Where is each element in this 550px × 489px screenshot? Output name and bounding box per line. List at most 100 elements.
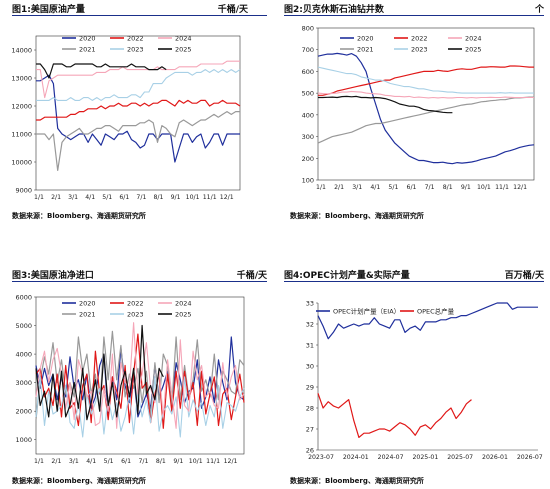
legend-label: 2022 (127, 35, 144, 43)
y-tick-label: 300 (302, 133, 314, 141)
x-tick-label: 2025-07 (447, 454, 473, 461)
series-line-2025 (318, 95, 453, 114)
series-line-2024 (317, 90, 534, 99)
series-line-2022 (318, 65, 534, 96)
x-tick-label: 3/1 (352, 184, 362, 191)
x-tick-label: 10/1 (186, 194, 200, 201)
y-tick-label: 800 (302, 25, 314, 33)
legend-label: 2024 (175, 300, 192, 308)
legend-label: 2022 (411, 35, 428, 43)
series-line-2024 (35, 322, 245, 429)
x-tick-label: 8/1 (443, 184, 453, 191)
x-tick-label: 10/1 (189, 458, 203, 465)
x-tick-label: 2026-01 (482, 454, 508, 461)
chart-title: 图2:贝克休斯石油钻井数 (284, 5, 384, 15)
series-line-2021 (36, 110, 240, 171)
y-tick-label: 4000 (15, 351, 32, 359)
x-tick-label: 7/1 (425, 184, 435, 191)
x-tick-label: 1/1 (316, 184, 326, 191)
chart-title: 图4:OPEC计划产量&实际产量 (284, 271, 410, 281)
legend-label: 2025 (465, 46, 482, 54)
x-tick-label: 8/1 (153, 194, 163, 201)
legend-label: OPEC总产量 (417, 307, 455, 316)
series-line-2022 (36, 99, 241, 121)
legend-label: 2025 (175, 311, 192, 319)
series-line-2023 (36, 69, 241, 101)
x-tick-label: 4/1 (86, 458, 96, 465)
series-line-2024 (36, 60, 240, 99)
x-tick-label: 6/1 (407, 184, 417, 191)
x-tick-label: 8/1 (156, 458, 166, 465)
x-tick-label: 5/1 (102, 194, 112, 201)
y-tick-label: 5000 (15, 322, 32, 330)
x-tick-label: 10/1 (477, 184, 491, 191)
legend-label: 2023 (127, 311, 144, 319)
y-tick-label: 400 (302, 111, 314, 119)
y-tick-label: 29 (306, 384, 314, 392)
x-tick-label: 7/1 (136, 194, 146, 201)
legend-label: 2020 (79, 35, 96, 43)
chart-unit: 千桶/天 (217, 5, 248, 15)
chart-unit: 千桶/天 (236, 271, 267, 281)
y-tick-label: 12000 (11, 103, 32, 111)
x-tick-label: 2024-07 (378, 454, 404, 461)
y-tick-label: 200 (302, 155, 314, 163)
legend-label: 2025 (175, 46, 192, 54)
legend-label: 2023 (127, 46, 144, 54)
x-tick-label: 1/1 (34, 458, 44, 465)
source-note: 数据来源：Bloomberg、海通期货研究所 (12, 477, 146, 485)
chart-unit: 个 (534, 5, 544, 15)
series-line-2021 (317, 96, 534, 144)
x-tick-label: 2024-01 (343, 454, 369, 461)
y-tick-label: 14000 (11, 47, 32, 55)
y-tick-label: 3000 (15, 379, 32, 387)
y-tick-label: 13000 (11, 75, 32, 83)
x-tick-label: 9/1 (171, 194, 181, 201)
series-line-2023 (35, 376, 245, 438)
legend-label: 2024 (175, 35, 192, 43)
y-tick-label: 33 (306, 300, 314, 308)
plot-frame (317, 27, 535, 181)
y-tick-label: 28 (306, 405, 314, 413)
title-rule (12, 281, 267, 282)
y-tick-label: 32 (306, 321, 314, 329)
chart-unit: 百万桶/天 (504, 271, 544, 281)
y-tick-label: 2000 (15, 408, 32, 416)
x-tick-label: 2/1 (51, 458, 61, 465)
x-tick-label: 6/1 (121, 458, 131, 465)
x-tick-label: 6/1 (119, 194, 129, 201)
x-tick-label: 12/1 (513, 184, 527, 191)
y-tick-label: 100 (302, 177, 314, 185)
legend-label: 2024 (465, 35, 482, 43)
x-tick-label: 3/1 (68, 194, 78, 201)
plot-frame (35, 35, 241, 191)
plot-frame (35, 296, 245, 455)
y-tick-label: 1000 (15, 436, 32, 444)
legend-label: 2021 (79, 46, 96, 54)
series-line-2023 (317, 66, 534, 94)
legend-label: 2022 (127, 300, 144, 308)
y-tick-label: 27 (306, 426, 314, 434)
x-tick-label: 7/1 (138, 458, 148, 465)
y-tick-label: 31 (306, 342, 314, 350)
y-tick-label: 11000 (11, 131, 32, 139)
legend-label: OPEC计划产量（EIA） (333, 307, 400, 316)
y-tick-label: 500 (302, 90, 314, 98)
legend-label: 2021 (79, 311, 96, 319)
y-tick-label: 30 (306, 363, 314, 371)
x-tick-label: 11/1 (495, 184, 509, 191)
x-tick-label: 1/1 (34, 194, 44, 201)
x-tick-label: 12/1 (220, 194, 234, 201)
source-note: 数据来源：Bloomberg、海通期货研究所 (12, 212, 146, 220)
title-rule (12, 15, 267, 16)
x-tick-label: 3/1 (69, 458, 79, 465)
x-tick-label: 12/1 (224, 458, 238, 465)
x-tick-label: 2/1 (51, 194, 61, 201)
x-tick-label: 11/1 (206, 458, 220, 465)
legend-label: 2023 (411, 46, 428, 54)
source-note: 数据来源：Bloomberg、海通期货研究所 (290, 477, 424, 485)
chart-title: 图1:美国原油产量 (12, 5, 85, 15)
y-tick-label: 700 (302, 46, 314, 54)
y-tick-label: 600 (302, 68, 314, 76)
series-line-OPEC总产量 (317, 393, 472, 438)
